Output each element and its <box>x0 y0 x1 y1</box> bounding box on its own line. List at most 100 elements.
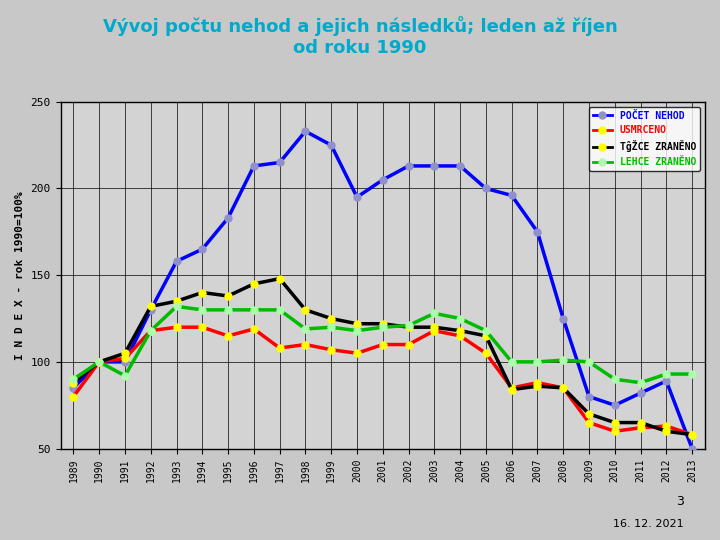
LEHCE ZRANĚNO <box>430 310 438 316</box>
POČET NEHOD <box>224 215 233 221</box>
POČET NEHOD <box>172 258 181 265</box>
LEHCE ZRANĚNO <box>301 326 310 332</box>
USMRCENO <box>69 393 78 400</box>
LEHCE ZRANĚNO <box>533 359 541 365</box>
USMRCENO <box>662 423 670 429</box>
USMRCENO <box>327 347 336 353</box>
TĝŽCE ZRANĚNO <box>353 321 361 327</box>
Legend: POČET NEHOD, USMRCENO, TĝŽCE ZRANĚNO, LEHCE ZRANĚNO: POČET NEHOD, USMRCENO, TĝŽCE ZRANĚNO, LE… <box>589 106 700 171</box>
USMRCENO <box>198 324 207 330</box>
TĝŽCE ZRANĚNO <box>224 293 233 299</box>
LEHCE ZRANĚNO <box>611 376 619 382</box>
LEHCE ZRANĚNO <box>636 380 645 386</box>
USMRCENO <box>95 359 104 365</box>
TĝŽCE ZRANĚNO <box>456 327 464 334</box>
USMRCENO <box>508 384 516 391</box>
Text: 16. 12. 2021: 16. 12. 2021 <box>613 519 684 529</box>
TĝŽCE ZRANĚNO <box>508 387 516 393</box>
POČET NEHOD <box>404 163 413 169</box>
LEHCE ZRANĚNO <box>224 307 233 313</box>
TĝŽCE ZRANĚNO <box>198 289 207 296</box>
TĝŽCE ZRANĚNO <box>533 383 541 389</box>
LEHCE ZRANĚNO <box>95 359 104 365</box>
USMRCENO <box>456 333 464 339</box>
LEHCE ZRANĚNO <box>198 307 207 313</box>
TĝŽCE ZRANĚNO <box>95 359 104 365</box>
USMRCENO <box>585 420 593 426</box>
TĝŽCE ZRANĚNO <box>636 420 645 426</box>
USMRCENO <box>121 355 130 362</box>
LEHCE ZRANĚNO <box>482 327 490 334</box>
USMRCENO <box>404 341 413 348</box>
USMRCENO <box>533 380 541 386</box>
Text: 3: 3 <box>676 495 684 508</box>
POČET NEHOD <box>121 359 130 365</box>
Text: Vývoj počtu nehod a jejich následků; leden až říjen
od roku 1990: Vývoj počtu nehod a jejich následků; led… <box>103 16 617 57</box>
USMRCENO <box>482 350 490 356</box>
POČET NEHOD <box>250 163 258 169</box>
LEHCE ZRANĚNO <box>146 327 155 334</box>
USMRCENO <box>611 428 619 435</box>
USMRCENO <box>250 326 258 332</box>
POČET NEHOD <box>301 128 310 134</box>
POČET NEHOD <box>146 307 155 313</box>
LEHCE ZRANĚNO <box>456 315 464 322</box>
TĝŽCE ZRANĚNO <box>379 321 387 327</box>
USMRCENO <box>301 341 310 348</box>
POČET NEHOD <box>559 315 567 322</box>
LEHCE ZRANĚNO <box>508 359 516 365</box>
TĝŽCE ZRANĚNO <box>146 303 155 309</box>
TĝŽCE ZRANĚNO <box>327 315 336 322</box>
TĝŽCE ZRANĚNO <box>482 333 490 339</box>
LEHCE ZRANĚNO <box>275 307 284 313</box>
LEHCE ZRANĚNO <box>121 373 130 379</box>
USMRCENO <box>379 341 387 348</box>
TĝŽCE ZRANĚNO <box>430 324 438 330</box>
TĝŽCE ZRANĚNO <box>121 350 130 356</box>
POČET NEHOD <box>688 446 696 452</box>
USMRCENO <box>353 350 361 356</box>
TĝŽCE ZRANĚNO <box>69 380 78 386</box>
POČET NEHOD <box>353 194 361 200</box>
TĝŽCE ZRANĚNO <box>585 410 593 417</box>
POČET NEHOD <box>636 390 645 396</box>
POČET NEHOD <box>95 359 104 365</box>
TĝŽCE ZRANĚNO <box>172 298 181 305</box>
LEHCE ZRANĚNO <box>172 303 181 309</box>
LEHCE ZRANĚNO <box>353 327 361 334</box>
POČET NEHOD <box>611 402 619 408</box>
USMRCENO <box>275 345 284 351</box>
USMRCENO <box>172 324 181 330</box>
TĝŽCE ZRANĚNO <box>559 384 567 391</box>
USMRCENO <box>559 384 567 391</box>
POČET NEHOD <box>482 185 490 192</box>
Line: TĝŽCE ZRANĚNO: TĝŽCE ZRANĚNO <box>70 275 696 438</box>
USMRCENO <box>688 431 696 438</box>
USMRCENO <box>430 327 438 334</box>
TĝŽCE ZRANĚNO <box>301 307 310 313</box>
LEHCE ZRANĚNO <box>559 357 567 363</box>
POČET NEHOD <box>69 384 78 391</box>
USMRCENO <box>224 333 233 339</box>
USMRCENO <box>146 327 155 334</box>
Line: LEHCE ZRANĚNO: LEHCE ZRANĚNO <box>70 303 696 386</box>
TĝŽCE ZRANĚNO <box>404 324 413 330</box>
LEHCE ZRANĚNO <box>327 324 336 330</box>
TĝŽCE ZRANĚNO <box>662 428 670 435</box>
POČET NEHOD <box>508 192 516 199</box>
USMRCENO <box>636 424 645 431</box>
Y-axis label: I N D E X - rok 1990=100%: I N D E X - rok 1990=100% <box>15 191 25 360</box>
TĝŽCE ZRANĚNO <box>688 431 696 438</box>
POČET NEHOD <box>456 163 464 169</box>
POČET NEHOD <box>275 159 284 166</box>
POČET NEHOD <box>533 228 541 235</box>
LEHCE ZRANĚNO <box>585 359 593 365</box>
POČET NEHOD <box>379 177 387 183</box>
LEHCE ZRANĚNO <box>688 371 696 377</box>
POČET NEHOD <box>327 142 336 149</box>
Line: USMRCENO: USMRCENO <box>70 323 696 438</box>
POČET NEHOD <box>662 377 670 384</box>
LEHCE ZRANĚNO <box>662 371 670 377</box>
POČET NEHOD <box>585 393 593 400</box>
POČET NEHOD <box>198 246 207 252</box>
